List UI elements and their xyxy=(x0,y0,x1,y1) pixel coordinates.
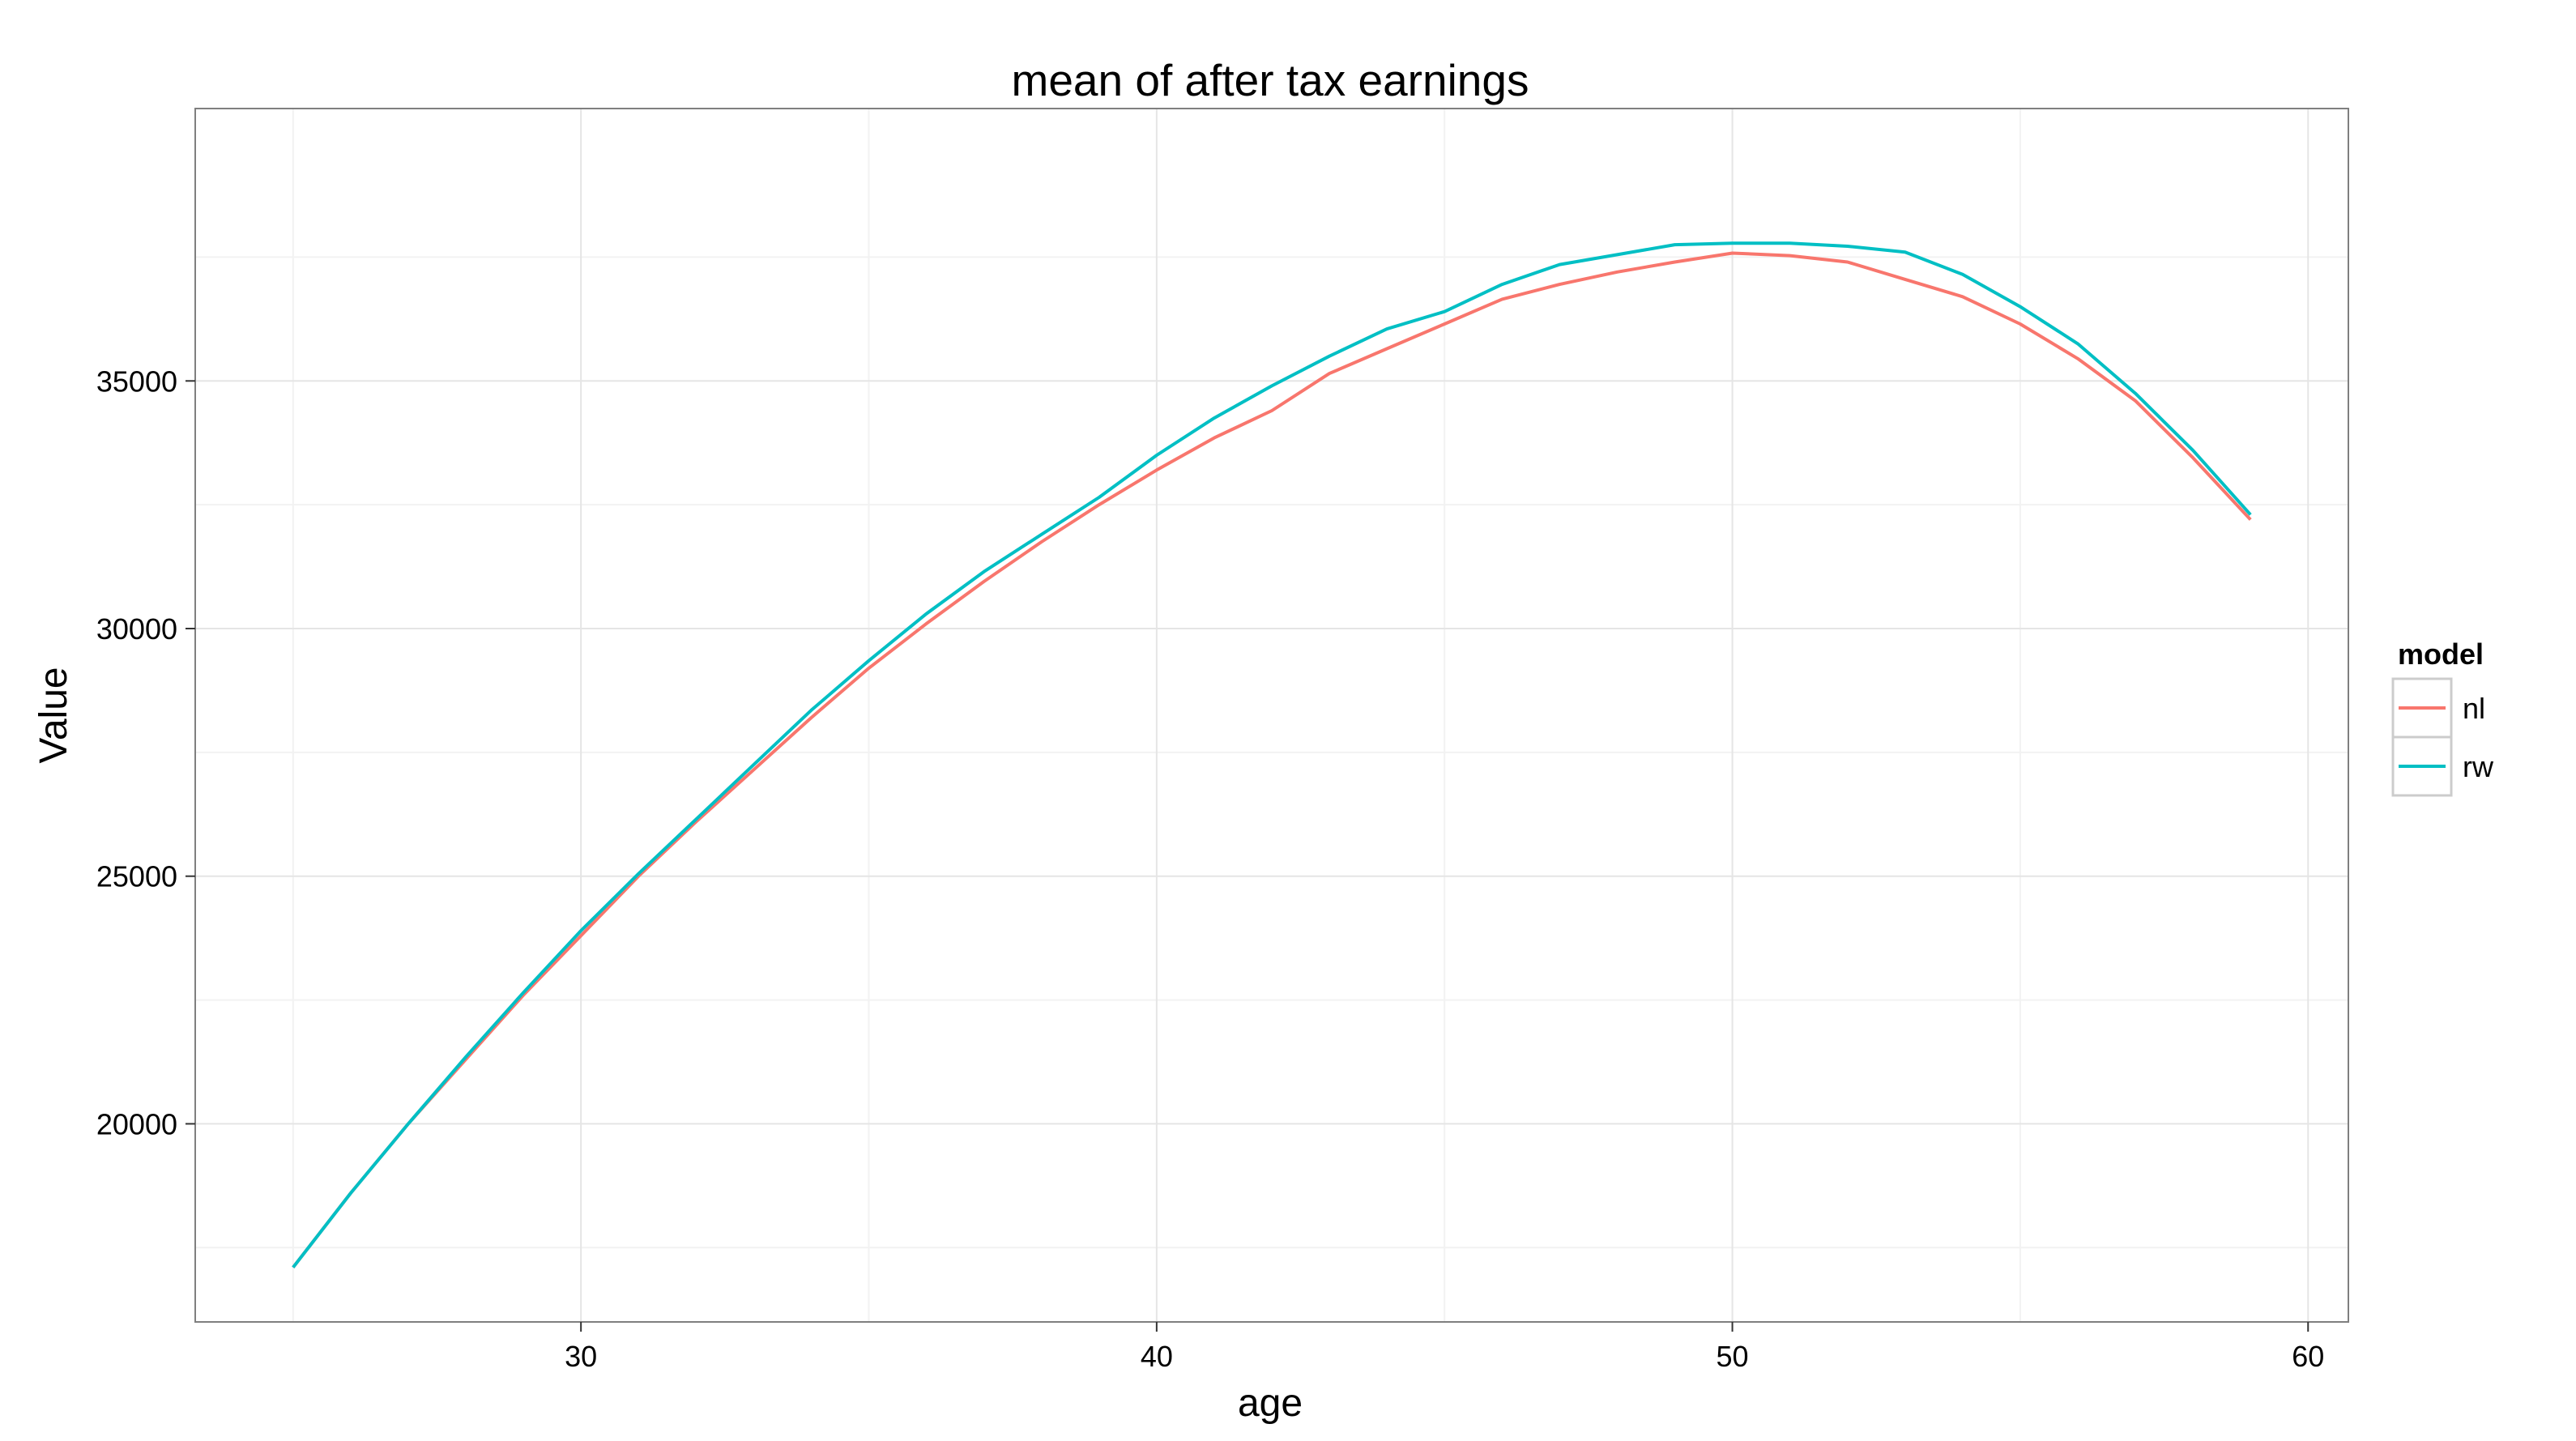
series-line-rw xyxy=(292,241,2252,1268)
x-tick-label: 30 xyxy=(565,1340,597,1373)
plot-panel xyxy=(195,109,2348,1322)
series-line-nl xyxy=(292,251,2252,1268)
legend-items: nl rw xyxy=(2391,677,2494,797)
legend-label-nl: nl xyxy=(2463,692,2485,725)
x-axis: 30 40 50 60 xyxy=(565,1322,2324,1373)
series-layer xyxy=(292,241,2252,1268)
y-tick-label: 25000 xyxy=(96,860,177,893)
x-tick-label: 40 xyxy=(1141,1340,1173,1373)
y-tick-label: 30000 xyxy=(96,612,177,646)
plot-border xyxy=(194,108,2349,1323)
legend: model nl rw xyxy=(2391,637,2494,797)
y-tick-label: 20000 xyxy=(96,1107,177,1140)
x-axis-title: age xyxy=(1238,1382,1303,1425)
grid-major xyxy=(195,109,2348,1322)
chart-title: mean of after tax earnings xyxy=(1012,55,1529,105)
y-axis: 20000 25000 30000 35000 xyxy=(96,365,195,1140)
x-tick-label: 60 xyxy=(2292,1340,2324,1373)
legend-label-rw: rw xyxy=(2463,750,2494,783)
x-tick-label: 50 xyxy=(1717,1340,1749,1373)
y-axis-title: Value xyxy=(32,667,75,763)
legend-title: model xyxy=(2398,637,2484,671)
y-tick-label: 35000 xyxy=(96,365,177,398)
